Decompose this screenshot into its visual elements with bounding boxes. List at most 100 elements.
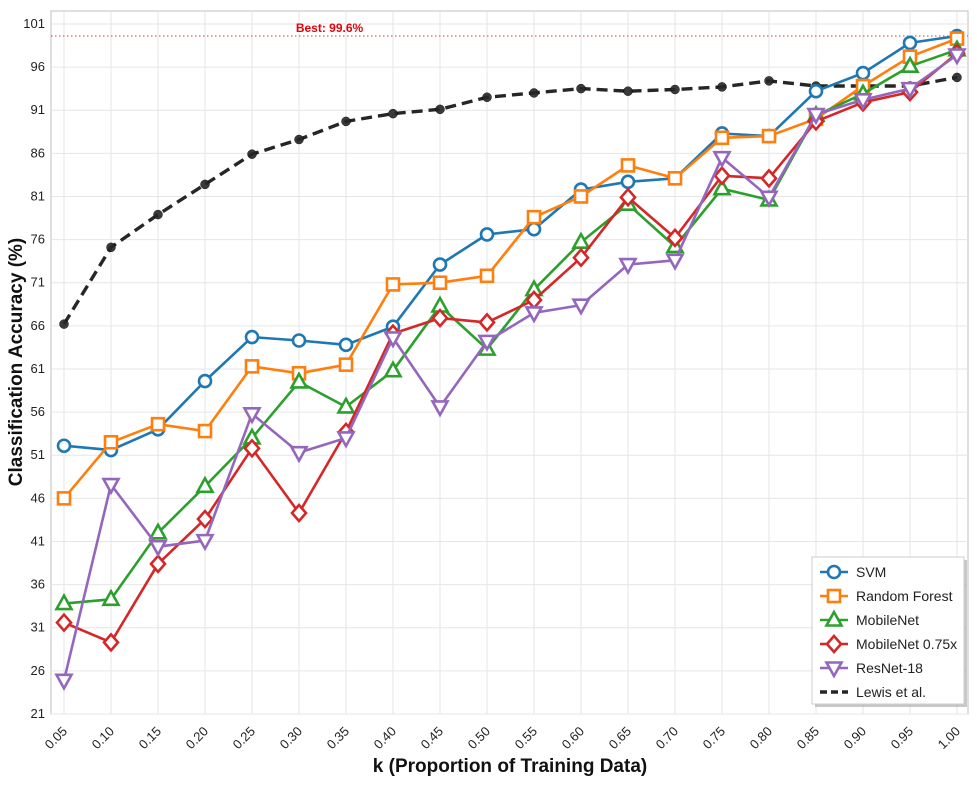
best-annotation: Best: 99.6% xyxy=(51,21,968,37)
data-point-resnet-18 xyxy=(148,539,168,558)
legend-marker-mobilenet xyxy=(824,609,844,627)
data-point-random-forest xyxy=(56,491,72,506)
x-tick-label: 0.55 xyxy=(512,724,541,753)
y-tick-label: 46 xyxy=(31,490,45,505)
data-point-svm xyxy=(432,257,448,272)
x-tick-label: 0.60 xyxy=(559,724,588,753)
y-tick-label: 41 xyxy=(31,533,45,548)
data-point-svm xyxy=(620,174,636,190)
y-tick-label: 36 xyxy=(31,577,45,592)
y-tick-label: 66 xyxy=(31,318,45,333)
y-tick-label: 61 xyxy=(31,361,45,376)
legend-label-mobilenet: MobileNet xyxy=(856,612,919,628)
data-point-random-forest xyxy=(150,416,166,432)
legend-label-svm: SVM xyxy=(856,564,886,580)
data-point-mobilenet xyxy=(289,371,309,389)
series-lewis-et-al xyxy=(59,72,962,329)
data-point-resnet-18 xyxy=(477,334,497,353)
data-point-lewis-et-al xyxy=(247,149,257,159)
x-tick-label: 0.95 xyxy=(888,724,917,753)
data-point-lewis-et-al xyxy=(59,319,69,329)
data-point-resnet-18 xyxy=(54,673,74,692)
data-point-lewis-et-al xyxy=(717,82,727,92)
data-point-mobilenet-0-75x xyxy=(243,438,261,459)
data-point-svm xyxy=(291,333,307,348)
y-tick-label: 51 xyxy=(31,447,45,462)
data-point-random-forest xyxy=(573,189,589,204)
data-point-resnet-18 xyxy=(900,81,920,100)
x-tick-label: 0.35 xyxy=(324,724,353,753)
series-line-svm xyxy=(63,34,958,452)
x-tick-label: 0.10 xyxy=(89,724,118,753)
data-point-random-forest xyxy=(103,434,119,450)
data-point-mobilenet-0-75x xyxy=(196,509,214,530)
legend-frame xyxy=(811,556,965,705)
legend-marker-resnet-18 xyxy=(824,661,844,679)
series-line-resnet-18 xyxy=(62,53,958,681)
legend-marker-mobilenet-0-75x xyxy=(825,634,843,654)
data-point-svm xyxy=(56,438,72,454)
data-point-svm xyxy=(197,373,213,389)
data-point-resnet-18 xyxy=(853,93,873,111)
x-tick-label: 0.20 xyxy=(183,724,212,753)
x-tick-label: 0.70 xyxy=(653,724,682,753)
data-point-svm xyxy=(855,65,871,81)
data-point-random-forest xyxy=(526,209,542,225)
data-point-resnet-18 xyxy=(712,150,732,169)
y-tick-label: 81 xyxy=(31,188,45,203)
data-point-lewis-et-al xyxy=(952,72,962,83)
legend-label-lewis-et-al: Lewis et al. xyxy=(856,684,926,700)
y-tick-label: 26 xyxy=(31,663,45,678)
data-point-lewis-et-al xyxy=(482,92,492,103)
data-point-mobilenet-0-75x xyxy=(149,553,167,574)
x-tick-label: 0.85 xyxy=(794,724,823,753)
data-point-mobilenet-0-75x xyxy=(666,227,684,248)
x-axis-title: k (Proportion of Training Data) xyxy=(373,756,647,777)
data-point-mobilenet-0-75x xyxy=(572,247,590,268)
y-tick-label: 101 xyxy=(23,16,45,31)
y-tick-label: 56 xyxy=(31,404,45,419)
data-point-resnet-18 xyxy=(618,257,638,276)
y-tick-label: 71 xyxy=(31,275,45,290)
x-tick-label: 0.15 xyxy=(136,724,165,753)
data-point-svm xyxy=(526,221,542,237)
data-point-resnet-18 xyxy=(806,107,826,126)
data-point-random-forest xyxy=(432,275,448,291)
data-point-svm xyxy=(479,227,495,242)
data-point-mobilenet-0-75x xyxy=(55,612,73,633)
legend-marker-random-forest xyxy=(826,588,842,604)
data-point-resnet-18 xyxy=(571,298,591,316)
best-annotation-label: Best: 99.6% xyxy=(296,21,364,35)
data-point-mobilenet-0-75x xyxy=(713,165,731,186)
y-tick-label: 31 xyxy=(31,620,45,635)
data-point-random-forest xyxy=(620,158,636,173)
legend: SVM Random Forest MobileNet MobileNet 0.75x… xyxy=(811,556,967,707)
data-point-random-forest xyxy=(761,128,777,144)
data-point-mobilenet-0-75x xyxy=(619,187,637,208)
data-point-mobilenet xyxy=(54,592,74,611)
y-axis-ticks: 21 26 31 36 41 46 51 56 61 66 71 76 81 86 91 96 101 xyxy=(23,16,45,721)
data-point-lewis-et-al xyxy=(670,84,680,95)
data-point-random-forest xyxy=(479,268,495,284)
data-point-lewis-et-al xyxy=(341,116,351,127)
data-point-random-forest xyxy=(244,359,260,374)
y-tick-label: 96 xyxy=(31,59,45,74)
data-point-random-forest xyxy=(197,423,213,439)
data-point-lewis-et-al xyxy=(106,242,116,253)
x-tick-label: 0.25 xyxy=(230,724,259,753)
data-point-resnet-18 xyxy=(383,331,403,349)
data-point-random-forest xyxy=(667,171,683,186)
y-tick-label: 91 xyxy=(31,102,45,117)
x-tick-label: 1.00 xyxy=(935,724,964,753)
data-point-lewis-et-al xyxy=(200,179,210,190)
legend-label-resnet-18: ResNet-18 xyxy=(856,660,923,676)
data-point-resnet-18 xyxy=(430,400,450,418)
data-point-random-forest xyxy=(385,277,401,292)
data-point-mobilenet xyxy=(900,55,920,74)
data-point-resnet-18 xyxy=(195,533,215,552)
x-tick-label: 0.50 xyxy=(465,724,494,753)
data-point-random-forest xyxy=(714,130,730,146)
data-point-resnet-18 xyxy=(289,445,309,464)
data-point-resnet-18 xyxy=(242,407,262,425)
data-point-lewis-et-al xyxy=(388,108,398,119)
